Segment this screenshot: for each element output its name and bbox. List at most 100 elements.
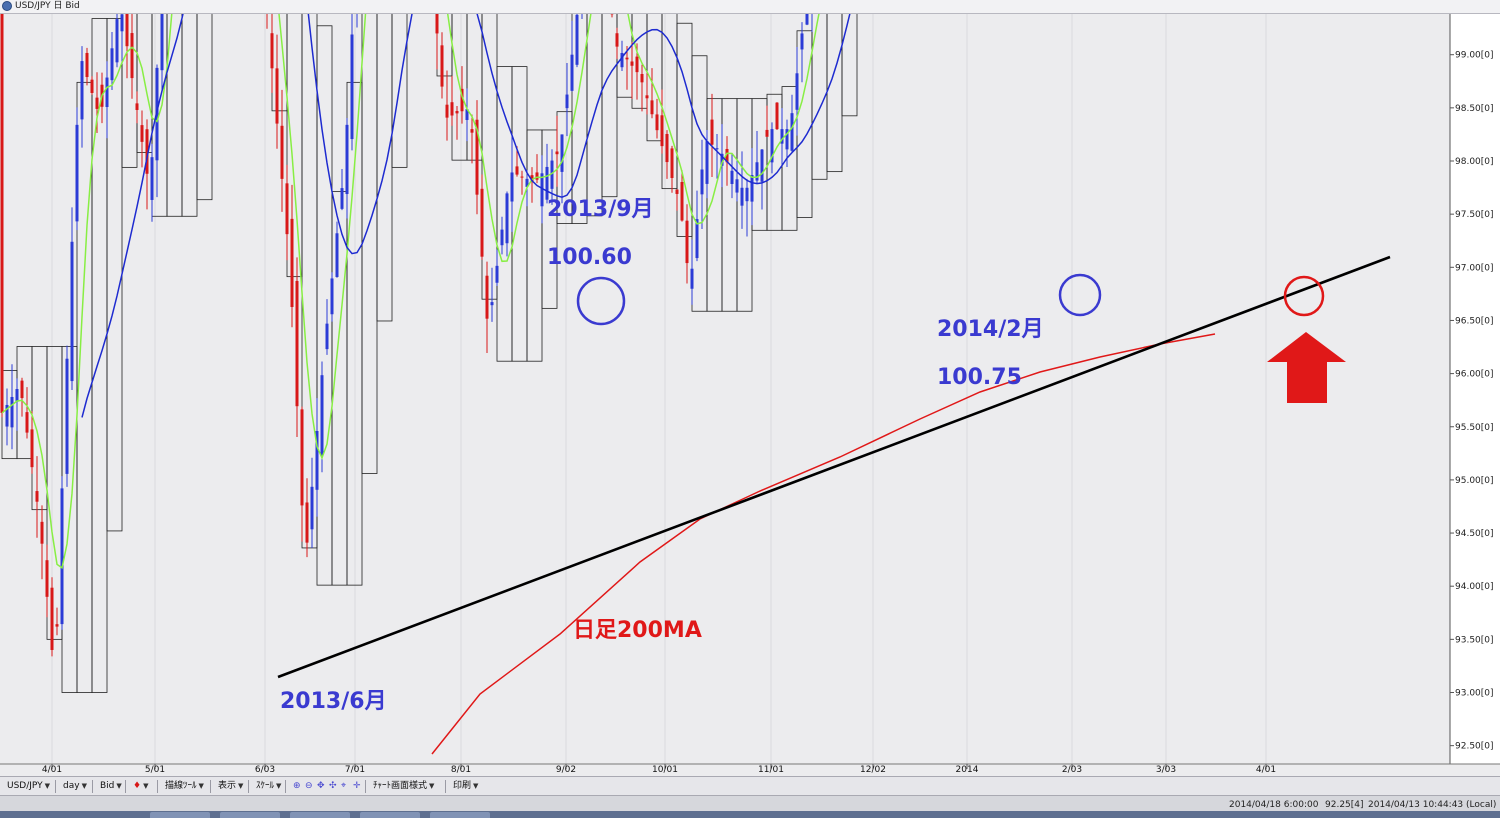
uptrend-line [277,255,1391,679]
toolbar-item-0[interactable]: USD/JPY ▼ [4,779,53,794]
candle-body [565,94,569,109]
chart-area[interactable]: 106.00[0]105.50[0]105.00[0]104.50[0]104.… [0,14,1500,776]
taskbar-item[interactable] [360,812,420,818]
y-tick-label: 95.00[0] [1455,476,1494,486]
annotations: 2013/9月 100.60 2014/2月 100.75 2013/6月 日足200MA [280,197,1346,714]
chart-toolbar: USD/JPY ▼ day ▼ Bid ▼ ♦ ▼ 描線ﾂｰﾙ ▼ 表示 ▼ ｽｹｰﾙ ▼ ﾁｬｰﾄ画面様式… [0,776,1500,796]
toolbar-item-3[interactable]: ♦ ▼ [130,779,151,794]
annotation-ma200-label: 日足200MA [573,618,702,643]
range-box [841,14,858,117]
circle-feb2014-low [1058,273,1102,317]
zoom-out-icon[interactable]: ⊖ [305,781,313,791]
candle-body [700,169,704,195]
candle-body [75,124,79,222]
x-tick-label: 3/03 [1156,765,1176,775]
taskbar-item[interactable] [290,812,350,818]
candle-body [710,119,714,145]
toolbar-item-5[interactable]: 表示 ▼ [215,779,246,794]
candle-body [335,233,339,277]
taskbar-item[interactable] [430,812,490,818]
candle-body [755,162,759,181]
taskbar-item[interactable] [150,812,210,818]
cursor-icon[interactable]: ✛ [353,781,361,791]
x-tick-label: 4/01 [42,765,62,775]
y-tick-label: 99.00[0] [1455,51,1494,61]
range-box [631,14,648,109]
y-tick-label: 98.50[0] [1455,104,1494,114]
zoom-in-icon[interactable]: ⊕ [293,781,301,791]
candle-body [275,68,279,124]
candle-body [445,104,449,118]
range-box [361,14,378,474]
status-cursor-price: 92.25[4] [1325,800,1364,810]
y-tick-label: 96.00[0] [1455,370,1494,380]
y-tick-label: 95.50[0] [1455,423,1494,433]
candle-body [435,14,439,34]
candle-body [520,176,524,178]
toolbar-item-label: ﾁｬｰﾄ画面様式 [373,781,428,791]
candle-body [645,95,649,99]
toolbar-item-8[interactable]: 印刷 ▼ [450,779,481,794]
candle-body [665,133,669,163]
toolbar-separator [157,780,158,793]
range-box [481,14,498,300]
x-tick-label: 6/03 [255,765,275,775]
toolbar-item-6[interactable]: ｽｹｰﾙ ▼ [253,779,284,794]
candle-body [735,179,739,193]
candle-body [330,278,334,315]
candle-body [660,115,664,147]
scroll-left-icon[interactable]: ✥ [317,781,325,791]
toolbar-separator [92,780,93,793]
candle-body [685,220,689,264]
candle-body [690,268,694,289]
toolbar-separator [285,780,286,793]
dropdown-caret-icon: ▼ [276,782,282,790]
arrow-up-icon [1267,332,1346,403]
x-tick-label: 4/01 [1256,765,1276,775]
range-box [46,346,63,640]
trend-lines [277,255,1391,679]
fit-icon[interactable]: ⌖ [341,781,347,791]
candles [0,14,813,657]
range-box [496,66,513,362]
candle-body [715,148,719,150]
candle-body [800,33,804,50]
candle-body [560,134,564,172]
candle-body [625,57,629,60]
candle-body [775,102,779,130]
toolbar-item-label: USD/JPY [7,781,43,791]
x-tick-label: 12/02 [860,765,886,775]
y-axis: 106.00[0]105.50[0]105.00[0]104.50[0]104.… [1449,14,1500,764]
y-tick-label: 92.50[0] [1455,742,1494,752]
toolbar-item-2[interactable]: Bid ▼ [97,779,125,794]
candle-body [70,241,74,382]
candle-body [10,396,14,428]
candle-body [750,175,754,202]
toolbar-item-7[interactable]: ﾁｬｰﾄ画面様式 ▼ [370,779,437,794]
candle-body [675,189,679,194]
toolbar-separator [55,780,56,793]
candle-body [725,148,729,163]
toolbar-item-1[interactable]: day ▼ [60,779,90,794]
range-box [826,14,843,173]
range-box [466,14,483,161]
candle-body [555,151,559,155]
toolbar-item-4[interactable]: 描線ﾂｰﾙ ▼ [162,779,207,794]
candle-body [770,129,774,163]
annotation-sep2013-label: 2013/9月 [547,197,654,222]
candle-body [460,88,464,112]
candle-body [55,624,59,627]
range-box [736,98,753,312]
scroll-right-icon[interactable]: ✣ [329,781,337,791]
candle-body [480,188,484,257]
candle-body [785,129,789,150]
range-box [181,14,198,217]
candle-body [620,52,624,68]
price-chart[interactable]: 106.00[0]105.50[0]105.00[0]104.50[0]104.… [0,14,1500,776]
taskbar-item[interactable] [220,812,280,818]
circle-current-touch [1283,275,1325,317]
candle-body [160,14,164,71]
toolbar-item-label: 印刷 [453,781,472,791]
candle-body [760,149,764,182]
candle-body [490,302,494,306]
